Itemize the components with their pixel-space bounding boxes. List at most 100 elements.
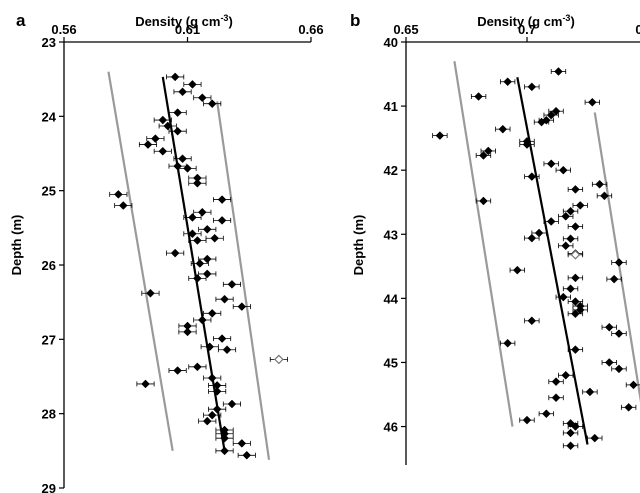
y-tick-label: 28 [42, 407, 56, 422]
y-tick-label: 25 [42, 184, 56, 199]
data-point [571, 273, 580, 283]
data-point [195, 259, 205, 268]
data-point [146, 288, 155, 298]
data-point [522, 415, 532, 425]
y-tick-label: 26 [42, 258, 56, 273]
y-tick-label: 42 [384, 163, 398, 178]
data-point [220, 294, 229, 304]
data-point [503, 338, 512, 348]
data-point [566, 206, 575, 216]
data-point [479, 151, 488, 160]
data-point [558, 292, 568, 302]
bound-line [216, 101, 271, 460]
data-point [197, 207, 207, 217]
data-point [151, 134, 160, 143]
open-data-point [274, 354, 284, 365]
y-tick-label: 44 [384, 291, 399, 306]
data-point [207, 99, 217, 109]
data-point [188, 80, 197, 89]
bound-lines [107, 71, 271, 460]
data-point [242, 450, 252, 460]
y-tick-label: 43 [384, 227, 398, 242]
data-point [571, 222, 580, 231]
data-point [197, 93, 207, 103]
data-point [575, 201, 585, 210]
data-point [614, 364, 624, 374]
data-point [512, 265, 522, 275]
fit-line [516, 77, 589, 445]
data-point [571, 345, 580, 354]
y-tick-label: 29 [42, 481, 56, 493]
panel-label: a [16, 11, 26, 30]
data-point [178, 87, 187, 97]
data-point [551, 106, 561, 116]
data-point [585, 387, 595, 397]
data-point [542, 409, 551, 419]
data-point [202, 224, 212, 234]
data-point [566, 234, 575, 244]
data-point [217, 195, 227, 204]
data-point [173, 126, 182, 136]
data-point [558, 165, 568, 175]
data-point [474, 92, 483, 101]
data-point [534, 228, 544, 238]
data-point [551, 393, 561, 403]
data-point [207, 410, 217, 420]
data-point [202, 416, 212, 426]
data-point [600, 191, 609, 201]
data-point [566, 441, 575, 451]
data-point [561, 241, 571, 251]
data-point [537, 117, 546, 127]
data-point [158, 115, 168, 125]
data-point [527, 233, 537, 243]
data-point [554, 67, 563, 76]
panel-a: a Density (g cm-3) Depth (m) 0.56 0.61 0.6… [9, 11, 324, 493]
data-point [183, 327, 192, 337]
data-point [546, 217, 556, 226]
x-axis-ticks: 0.65 0.7 0.75 [393, 22, 640, 42]
x-tick-label: 0.7 [518, 22, 536, 37]
y-tick-label: 41 [384, 99, 398, 114]
data-point [629, 380, 638, 390]
data-point [170, 72, 180, 82]
data-point [609, 274, 619, 284]
data-point [193, 236, 202, 245]
fit-line-path [161, 76, 226, 452]
data-point [173, 366, 182, 375]
data-point [527, 82, 537, 92]
data-point [571, 185, 580, 194]
x-axis-title-text: Density (g cm [477, 14, 562, 29]
open-data-point [570, 249, 581, 260]
x-axis-title-close: ) [570, 14, 574, 29]
y-tick-label: 27 [42, 332, 56, 347]
data-point [551, 377, 561, 387]
fit-line-path [516, 77, 589, 445]
bound-line [453, 61, 514, 427]
y-tick-label: 45 [384, 355, 398, 370]
data-point [188, 213, 197, 222]
y-axis-title: Depth (m) [9, 215, 24, 276]
x-axis-title: Density (g cm-3) [477, 13, 575, 29]
data-point [227, 399, 237, 409]
data-point [217, 334, 227, 343]
data-points [435, 67, 638, 451]
x-tick-label: 0.66 [298, 22, 323, 37]
y-tick-label: 24 [42, 109, 57, 124]
data-point [141, 379, 150, 389]
data-point [527, 172, 537, 181]
data-point [604, 322, 614, 332]
x-axis-ticks: 0.56 0.61 0.66 [51, 22, 324, 42]
data-point [188, 229, 197, 239]
data-points [113, 72, 284, 460]
data-point [217, 216, 227, 225]
data-point [614, 258, 624, 267]
x-tick-label: 0.65 [393, 22, 418, 37]
data-point [561, 370, 571, 380]
x-tick-label: 0.75 [635, 22, 640, 37]
data-point [237, 439, 247, 448]
data-point [237, 302, 247, 311]
data-point [587, 97, 597, 107]
y-tick-label: 23 [42, 35, 56, 50]
data-point [202, 254, 212, 264]
